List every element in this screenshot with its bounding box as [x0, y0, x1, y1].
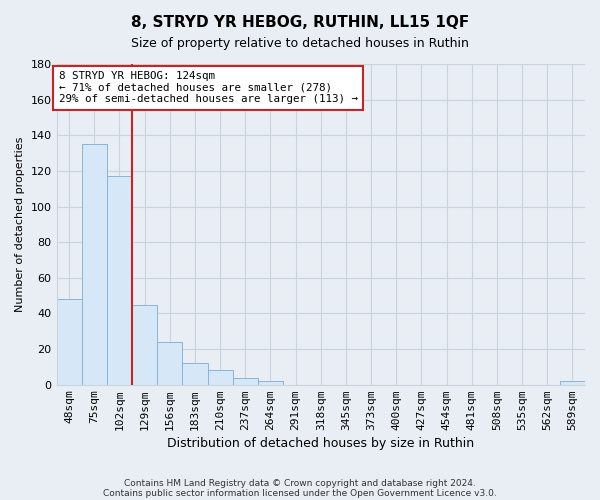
Y-axis label: Number of detached properties: Number of detached properties	[15, 136, 25, 312]
Bar	[157, 342, 182, 384]
Text: Contains public sector information licensed under the Open Government Licence v3: Contains public sector information licen…	[103, 488, 497, 498]
Text: Size of property relative to detached houses in Ruthin: Size of property relative to detached ho…	[131, 38, 469, 51]
Bar	[132, 304, 157, 384]
Bar	[258, 381, 283, 384]
Bar	[208, 370, 233, 384]
Bar	[560, 381, 585, 384]
Text: 8, STRYD YR HEBOG, RUTHIN, LL15 1QF: 8, STRYD YR HEBOG, RUTHIN, LL15 1QF	[131, 15, 469, 30]
Text: 8 STRYD YR HEBOG: 124sqm
← 71% of detached houses are smaller (278)
29% of semi-: 8 STRYD YR HEBOG: 124sqm ← 71% of detach…	[59, 71, 358, 104]
Text: Contains HM Land Registry data © Crown copyright and database right 2024.: Contains HM Land Registry data © Crown c…	[124, 478, 476, 488]
Bar	[182, 364, 208, 384]
Bar	[107, 176, 132, 384]
Bar	[82, 144, 107, 384]
X-axis label: Distribution of detached houses by size in Ruthin: Distribution of detached houses by size …	[167, 437, 475, 450]
Bar	[233, 378, 258, 384]
Bar	[56, 299, 82, 384]
